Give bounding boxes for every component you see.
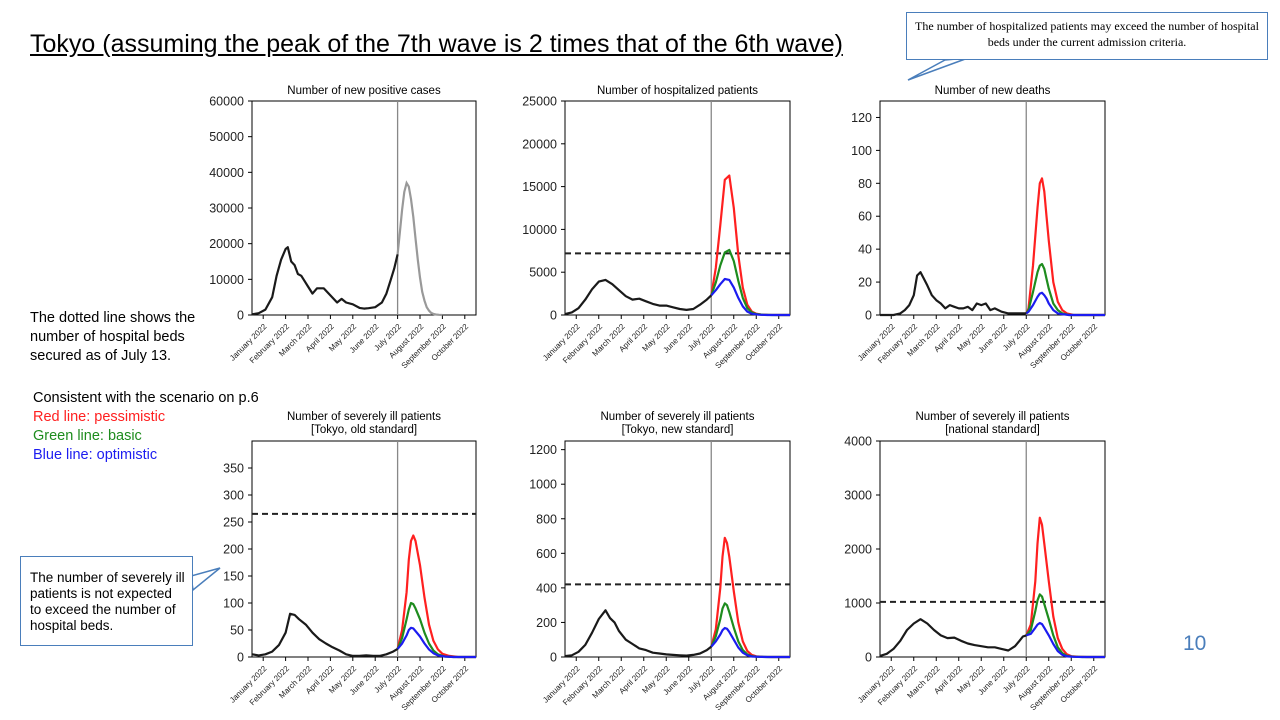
observed-line — [251, 246, 399, 316]
chart-title-2: Number of hospitalized patients — [597, 85, 758, 97]
y-tick-label: 200 — [223, 543, 244, 557]
callout-top-pointer — [907, 57, 969, 81]
y-tick-label: 60 — [858, 210, 872, 224]
y-tick-label: 100 — [223, 597, 244, 611]
pessimistic-scenario-line — [710, 174, 790, 317]
y-tick-label: 300 — [223, 489, 244, 503]
slide-title: Tokyo (assuming the peak of the 7th wave… — [30, 30, 843, 58]
basic-scenario-line — [1025, 262, 1105, 317]
observed-line — [564, 609, 712, 658]
chart-title-6: Number of severely ill patients — [915, 411, 1069, 423]
legend-blue: Blue line: optimistic — [33, 447, 158, 463]
y-tick-label: 1000 — [529, 478, 557, 492]
callout-severe-not-exceed: The number of severely ill patients is n… — [20, 556, 193, 646]
y-tick-label: 0 — [237, 651, 244, 665]
scenario-legend: Consistent with the scenario on p.6 Red … — [33, 389, 259, 465]
chart-title-1: Number of new positive cases — [287, 85, 441, 97]
y-tick-label: 150 — [223, 570, 244, 584]
y-tick-label: 600 — [536, 547, 557, 561]
y-tick-label: 200 — [536, 616, 557, 630]
y-tick-label: 10000 — [522, 223, 557, 237]
chart-title-3: Number of new deaths — [935, 85, 1051, 97]
y-tick-label: 4000 — [844, 435, 872, 449]
y-tick-label: 40000 — [209, 166, 244, 180]
y-tick-label: 1000 — [844, 597, 872, 611]
y-tick-label: 80 — [858, 177, 872, 191]
y-tick-label: 50000 — [209, 130, 244, 144]
optimistic-scenario-line — [396, 626, 476, 659]
y-tick-label: 1200 — [529, 443, 557, 457]
y-tick-label: 2000 — [844, 543, 872, 557]
legend-heading: Consistent with the scenario on p.6 — [33, 390, 259, 406]
y-tick-label: 10000 — [209, 273, 244, 287]
plot-frame-3 — [879, 100, 1106, 316]
y-tick-label: 40 — [858, 243, 872, 257]
chart-title-5: Number of severely ill patients — [600, 411, 754, 423]
chart-subtitle-5: [Tokyo, new standard] — [622, 424, 734, 436]
y-tick-label: 0 — [865, 651, 872, 665]
pessimistic-scenario-line — [396, 534, 476, 659]
y-tick-label: 15000 — [522, 180, 557, 194]
page-number: 10 — [1183, 632, 1207, 655]
y-tick-label: 20000 — [209, 237, 244, 251]
observed-line — [880, 271, 1027, 317]
plot-frame-2 — [564, 100, 791, 316]
projection-line — [396, 180, 443, 317]
legend-green: Green line: basic — [33, 428, 142, 444]
y-tick-label: 20000 — [522, 137, 557, 151]
observed-line — [879, 618, 1027, 657]
legend-red: Red line: pessimistic — [33, 409, 166, 425]
pessimistic-scenario-line — [710, 536, 790, 659]
y-tick-label: 30000 — [209, 202, 244, 216]
pessimistic-scenario-line — [1025, 516, 1105, 659]
y-tick-label: 50 — [230, 624, 244, 638]
y-tick-label: 60000 — [209, 95, 244, 109]
optimistic-scenario-line — [710, 277, 790, 317]
observed-line — [564, 278, 713, 316]
y-tick-label: 3000 — [844, 489, 872, 503]
dotted-line-note: The dotted line shows the number of hosp… — [30, 310, 196, 364]
chart-subtitle-4: [Tokyo, old standard] — [311, 424, 417, 436]
plot-frame-5 — [564, 440, 791, 658]
y-tick-label: 250 — [223, 516, 244, 530]
optimistic-scenario-line — [1025, 621, 1105, 659]
optimistic-scenario-line — [1025, 291, 1105, 317]
optimistic-scenario-line — [710, 626, 790, 659]
y-tick-label: 25000 — [522, 95, 557, 109]
y-tick-label: 350 — [223, 462, 244, 476]
y-tick-label: 120 — [851, 111, 872, 125]
y-tick-label: 0 — [865, 309, 872, 323]
plot-frame-1 — [251, 100, 477, 316]
y-tick-label: 0 — [237, 309, 244, 323]
y-tick-label: 100 — [851, 144, 872, 158]
chart-subtitle-6: [national standard] — [945, 424, 1040, 436]
basic-scenario-line — [1025, 593, 1105, 659]
y-tick-label: 5000 — [529, 266, 557, 280]
callout-left-pointer — [190, 567, 221, 592]
y-tick-label: 20 — [858, 276, 872, 290]
observed-line — [251, 612, 399, 657]
y-tick-label: 400 — [536, 581, 557, 595]
plot-frame-4 — [251, 440, 477, 658]
y-tick-label: 0 — [550, 309, 557, 323]
y-tick-label: 0 — [550, 651, 557, 665]
chart-title-4: Number of severely ill patients — [287, 411, 441, 423]
callout-hospital-beds-exceed: The number of hospitalized patients may … — [906, 12, 1268, 60]
y-tick-label: 800 — [536, 512, 557, 526]
